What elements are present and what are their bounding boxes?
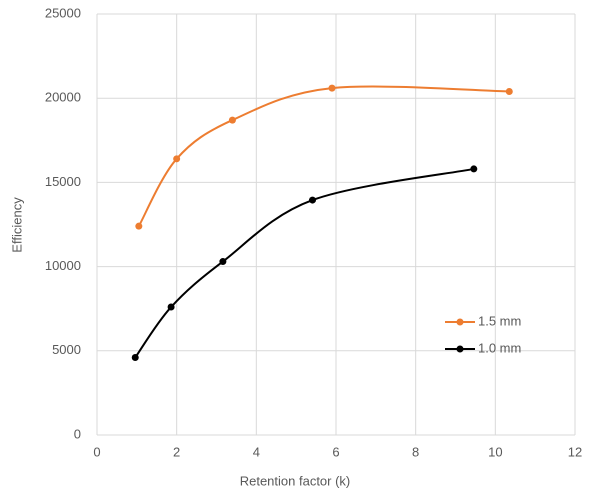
y-tick-label: 0: [74, 426, 81, 441]
data-point: [219, 258, 227, 266]
data-point: [308, 196, 316, 204]
series-line: [137, 85, 510, 227]
x-tick-label: 4: [253, 444, 260, 459]
y-tick-label: 15000: [45, 174, 81, 189]
data-point: [173, 155, 181, 163]
y-tick-label: 5000: [52, 342, 81, 357]
x-tick-label: 0: [93, 444, 100, 459]
data-point: [228, 116, 236, 124]
data-point: [131, 354, 139, 362]
data-point: [167, 303, 175, 311]
data-point: [328, 84, 336, 92]
data-point: [505, 87, 513, 95]
x-axis-label: Retention factor (k): [240, 473, 351, 488]
y-axis-label: Efficiency: [9, 197, 24, 253]
data-point: [470, 165, 478, 173]
series-line: [134, 167, 475, 359]
y-tick-label: 10000: [45, 258, 81, 273]
x-tick-label: 2: [173, 444, 180, 459]
x-tick-label: 8: [412, 444, 419, 459]
x-tick-label: 10: [488, 444, 502, 459]
legend-label: 1.5 mm: [478, 313, 521, 328]
legend-label: 1.0 mm: [478, 340, 521, 355]
y-tick-label: 25000: [45, 5, 81, 20]
legend-marker: [456, 345, 464, 353]
y-tick-label: 20000: [45, 90, 81, 105]
legend-marker: [456, 318, 464, 326]
x-tick-label: 12: [568, 444, 582, 459]
data-point: [135, 222, 143, 230]
x-tick-label: 6: [332, 444, 339, 459]
